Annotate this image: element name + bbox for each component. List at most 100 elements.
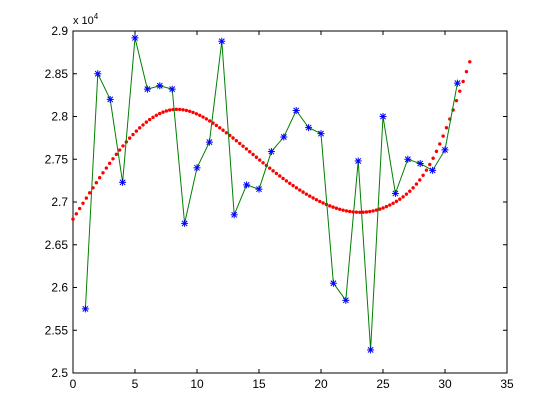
fit-point [241, 144, 245, 148]
fit-point [354, 210, 359, 214]
data-point [416, 160, 424, 168]
fit-point [244, 147, 249, 151]
data-point [94, 70, 102, 78]
fit-point [131, 132, 135, 137]
fit-point [218, 126, 222, 130]
y-tick-label: 2.6 [51, 281, 68, 295]
x-tick-label: 5 [132, 377, 139, 391]
fit-point [248, 149, 252, 154]
fit-point [418, 178, 422, 182]
marker-stroke [218, 38, 225, 45]
fit-point [181, 108, 185, 112]
fit-point [194, 112, 199, 116]
data-point [441, 146, 449, 154]
fit-point [188, 109, 192, 114]
fit-point [431, 156, 435, 160]
data-point [391, 189, 399, 197]
data-point [168, 85, 176, 93]
marker-stroke [169, 86, 176, 93]
x-tick-label: 35 [500, 377, 514, 391]
fit-point [268, 166, 272, 170]
data-point [292, 107, 300, 115]
marker-stroke [318, 130, 324, 137]
fit-point [358, 210, 362, 214]
fit-point [341, 208, 345, 212]
marker-stroke [442, 146, 448, 153]
data-point [329, 279, 337, 287]
fit-point [107, 161, 112, 166]
fit-point [74, 212, 79, 216]
data-point [205, 138, 213, 146]
fit-point [117, 148, 122, 152]
fit-point [361, 210, 365, 214]
fit-point [311, 196, 315, 200]
fit-point [334, 206, 339, 210]
fit-point [408, 189, 412, 193]
data-point [81, 305, 89, 313]
y-multiplier-base: x 10 [73, 15, 94, 27]
fit-point [458, 89, 462, 93]
y-multiplier-exponent: 4 [94, 12, 99, 21]
fit-point [441, 134, 445, 138]
x-tick-label: 0 [70, 377, 77, 391]
fit-point [258, 158, 262, 162]
data-point [305, 124, 313, 132]
fit-point [101, 171, 105, 175]
marker-stroke [256, 186, 262, 193]
fit-point [434, 149, 439, 154]
fit-point [121, 144, 125, 148]
fit-point [284, 179, 289, 183]
marker-stroke [417, 160, 424, 167]
data-point [429, 166, 437, 174]
fit-point [167, 108, 172, 112]
marker-stroke [342, 297, 349, 304]
marker-stroke [355, 157, 362, 164]
fit-point [278, 174, 282, 178]
y-tick-label: 2.7 [51, 195, 68, 209]
data-point [379, 113, 387, 120]
fit-point [294, 186, 299, 190]
fit-point [454, 98, 459, 103]
fit-point [178, 107, 182, 112]
fit-point [224, 131, 229, 135]
fit-point [137, 126, 142, 130]
x-tick-label: 10 [190, 377, 204, 391]
fit-point [147, 117, 152, 122]
fit-point [164, 109, 169, 113]
data-point [106, 95, 114, 103]
fit-point [204, 117, 209, 121]
marker-stroke [268, 148, 275, 155]
fit-point [424, 168, 429, 172]
fit-point [77, 206, 82, 211]
fit-point [444, 126, 449, 130]
marker-stroke [107, 96, 114, 103]
fit-point [87, 191, 92, 195]
marker-stroke [454, 80, 461, 87]
fit-point [308, 194, 312, 198]
fit-point [141, 123, 145, 127]
fit-point [381, 206, 385, 210]
fit-point [438, 142, 442, 146]
fit-point [71, 217, 75, 221]
data-point [354, 157, 362, 165]
data-point [453, 79, 461, 87]
fit-point [394, 199, 399, 204]
fit-point [464, 69, 469, 74]
fit-point [234, 138, 239, 143]
marker-stroke [231, 211, 238, 218]
marker-stroke [330, 280, 337, 287]
y-tick-label: 2.55 [45, 323, 69, 337]
data-point [267, 148, 275, 156]
fit-point [291, 183, 295, 188]
fit-point [414, 182, 419, 186]
fit-point [114, 152, 119, 157]
data-point [404, 155, 412, 163]
fit-point [411, 186, 415, 190]
x-tick-label: 15 [252, 377, 266, 391]
fit-point [328, 204, 332, 208]
fit-point [428, 162, 432, 167]
fit-point [331, 205, 335, 209]
fit-point [364, 210, 369, 214]
marker-stroke [305, 124, 312, 131]
fit-point [401, 195, 405, 199]
